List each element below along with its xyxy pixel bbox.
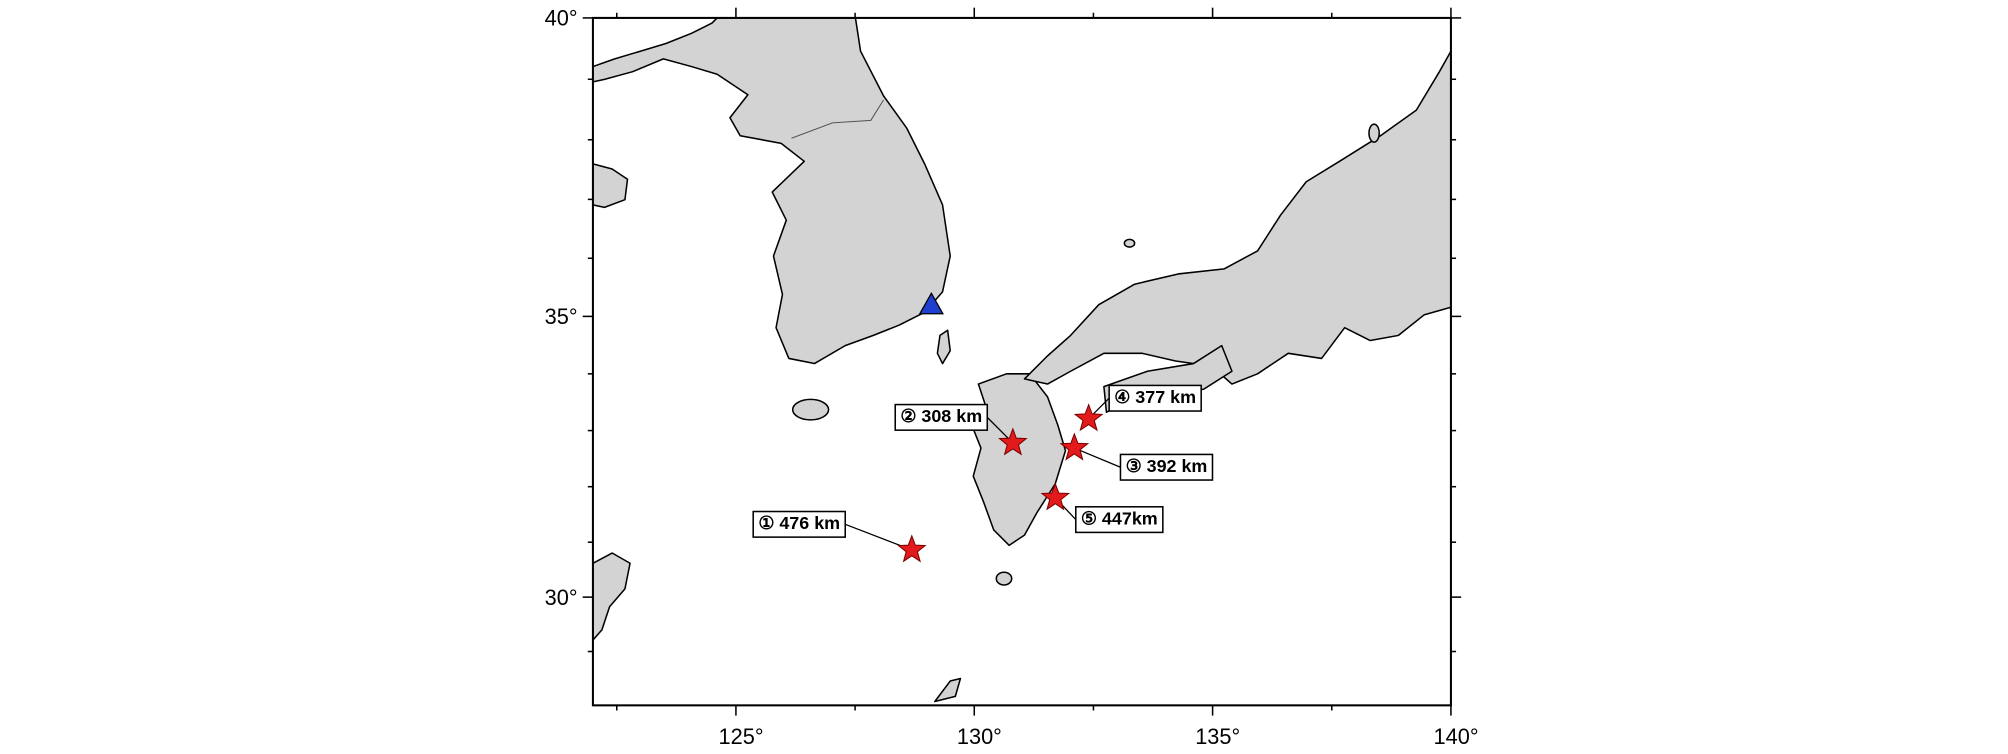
event-star xyxy=(1040,482,1071,511)
x-tick-label: 140° xyxy=(1434,724,1479,749)
label-box xyxy=(1119,453,1214,481)
event-label: ③ 392 km xyxy=(1074,447,1214,481)
y-tick-label: 40° xyxy=(545,6,578,31)
yakushima xyxy=(995,571,1013,586)
tsushima xyxy=(936,329,951,365)
event-label: ④ 377 km xyxy=(1088,384,1202,420)
leader-line xyxy=(1074,447,1121,468)
y-tick-label: 30° xyxy=(545,585,578,610)
event-label-text: ④ 377 km xyxy=(1114,387,1196,407)
station xyxy=(918,291,944,315)
honshu xyxy=(1023,50,1451,385)
landmass xyxy=(592,17,1451,703)
map-frame xyxy=(591,16,1452,707)
event-star xyxy=(1073,403,1104,432)
event-label-text: ③ 392 km xyxy=(1126,456,1208,476)
x-tick-label: 130° xyxy=(957,724,1002,749)
event-label: ⑤ 447km xyxy=(1054,497,1164,534)
x-tick-label: 125° xyxy=(719,724,764,749)
label-box xyxy=(1108,384,1202,412)
label-box xyxy=(752,510,846,538)
china-south-coast xyxy=(592,552,631,641)
amami xyxy=(934,677,962,703)
y-tick-label: 35° xyxy=(545,304,578,329)
jeju xyxy=(791,398,830,421)
event-star xyxy=(897,534,927,563)
kyushu xyxy=(969,373,1067,547)
border-line xyxy=(791,99,885,139)
oki xyxy=(1123,238,1136,248)
event-label-text: ② 308 km xyxy=(900,406,982,426)
event-star xyxy=(998,427,1028,456)
sado xyxy=(1368,123,1380,143)
china-korea-north xyxy=(592,17,951,365)
event-label: ① 476 km xyxy=(752,510,913,551)
x-tick-label: 135° xyxy=(1195,724,1240,749)
shandong xyxy=(592,163,629,209)
label-box xyxy=(1075,506,1164,534)
event-label-text: ① 476 km xyxy=(758,513,840,533)
event-star xyxy=(1059,432,1090,461)
label-box xyxy=(894,403,989,431)
event-label-text: ⑤ 447km xyxy=(1081,508,1158,528)
